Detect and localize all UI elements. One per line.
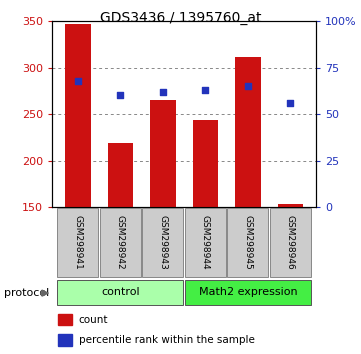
Bar	[227, 208, 268, 277]
Bar	[108, 143, 133, 207]
Text: count: count	[79, 315, 108, 325]
Bar	[150, 100, 175, 207]
Text: control: control	[101, 287, 140, 297]
Bar	[185, 280, 311, 305]
Text: GSM298946: GSM298946	[286, 215, 295, 270]
Bar	[193, 120, 218, 207]
Bar	[235, 57, 261, 207]
Bar	[143, 208, 183, 277]
Point	[287, 100, 293, 106]
Text: GDS3436 / 1395760_at: GDS3436 / 1395760_at	[100, 11, 261, 25]
Bar	[57, 280, 183, 305]
Bar	[65, 24, 91, 207]
Bar	[278, 204, 303, 207]
Point	[203, 87, 208, 93]
Text: GSM298943: GSM298943	[158, 215, 168, 270]
Point	[117, 92, 123, 97]
Bar	[185, 208, 226, 277]
Text: percentile rank within the sample: percentile rank within the sample	[79, 335, 255, 345]
Bar	[58, 334, 72, 346]
Bar	[270, 208, 311, 277]
Text: GSM298942: GSM298942	[116, 215, 125, 270]
Text: GSM298945: GSM298945	[243, 215, 252, 270]
Text: protocol: protocol	[4, 288, 49, 298]
Text: GSM298944: GSM298944	[201, 215, 210, 270]
Point	[160, 89, 166, 95]
Point	[245, 84, 251, 89]
Text: Math2 expression: Math2 expression	[199, 287, 297, 297]
Bar	[57, 208, 98, 277]
Bar	[58, 314, 72, 325]
Text: GSM298941: GSM298941	[73, 215, 82, 270]
Point	[75, 78, 81, 84]
Bar	[100, 208, 141, 277]
